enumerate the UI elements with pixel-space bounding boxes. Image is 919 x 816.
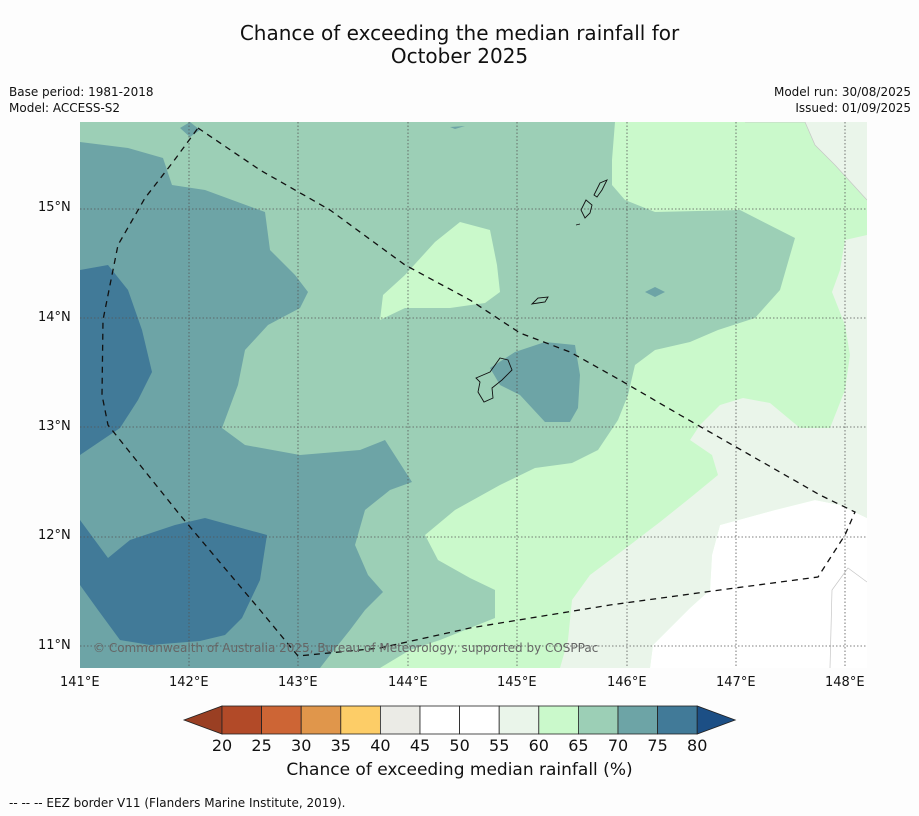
colorbar-tick-label: 80 xyxy=(687,736,708,755)
lat-tick: 11°N xyxy=(38,638,71,653)
map-title: Chance of exceeding the median rainfall … xyxy=(0,22,919,68)
title-line-2: October 2025 xyxy=(390,44,529,68)
colorbar xyxy=(182,705,737,735)
colorbar-swatch xyxy=(221,705,262,735)
lon-tick: 146°E xyxy=(607,675,647,690)
region-60-65-north xyxy=(380,222,500,320)
lat-tick: 15°N xyxy=(38,200,71,215)
colorbar-swatch xyxy=(379,705,421,735)
region-75-80-southwest xyxy=(80,518,267,645)
colorbar-tick-label: 50 xyxy=(449,736,470,755)
colorbar-swatch xyxy=(340,705,381,735)
region-70-75-guam xyxy=(490,342,580,422)
region-75-80-west xyxy=(80,265,152,455)
title-line-1: Chance of exceeding the median rainfall … xyxy=(239,21,680,45)
island-outlines xyxy=(475,179,608,403)
lon-tick: 148°E xyxy=(825,675,865,690)
colorbar-tick-label: 35 xyxy=(330,736,351,755)
colorbar-under-arrow xyxy=(182,705,223,735)
lon-tick: 141°E xyxy=(60,675,100,690)
colorbar-tick-label: 30 xyxy=(291,736,312,755)
lat-tick: 13°N xyxy=(38,419,71,434)
base-period: Base period: 1981-2018 xyxy=(9,85,154,99)
colorbar-swatch xyxy=(498,705,540,735)
run-info: Model run: 30/08/2025 Issued: 01/09/2025 xyxy=(774,84,911,116)
colorbar-over-arrow xyxy=(696,705,737,735)
lon-tick: 143°E xyxy=(278,675,318,690)
region-70-75-top xyxy=(180,122,200,137)
lon-tick: 144°E xyxy=(388,675,428,690)
colorbar-swatch xyxy=(261,705,302,735)
eez-footnote: -- -- -- EEZ border V11 (Flanders Marine… xyxy=(9,796,346,810)
lon-tick: 142°E xyxy=(169,675,209,690)
colorbar-swatch xyxy=(538,705,579,735)
lon-tick: 147°E xyxy=(716,675,756,690)
lat-tick: 12°N xyxy=(38,528,71,543)
colorbar-swatch xyxy=(300,705,342,735)
colorbar-tick-label: 40 xyxy=(370,736,391,755)
region-55-60 xyxy=(560,122,867,668)
model-name: Model: ACCESS-S2 xyxy=(9,101,121,115)
issued-date: Issued: 01/09/2025 xyxy=(795,101,911,115)
region-70-75-small xyxy=(450,126,465,129)
colorbar-title: Chance of exceeding median rainfall (%) xyxy=(286,760,633,780)
colorbar-swatch xyxy=(657,705,698,735)
lon-tick: 145°E xyxy=(497,675,537,690)
lat-tick: 14°N xyxy=(38,310,71,325)
colorbar-tick-label: 45 xyxy=(409,736,431,755)
eez-border xyxy=(101,127,856,657)
region-50-55 xyxy=(650,500,867,668)
model-info: Base period: 1981-2018 Model: ACCESS-S2 xyxy=(9,84,154,116)
colorbar-tick-label: 65 xyxy=(568,736,589,755)
model-run-date: Model run: 30/08/2025 xyxy=(773,85,911,99)
gridlines xyxy=(80,122,867,668)
colorbar-tick-label: 55 xyxy=(489,736,510,755)
colorbar-tick-label: 60 xyxy=(528,736,549,755)
colorbar-tick-label: 25 xyxy=(251,736,272,755)
colorbar-swatch xyxy=(459,705,500,735)
colorbar-swatch xyxy=(578,705,619,735)
region-70-75-spot xyxy=(645,287,665,297)
colorbar-swatch xyxy=(617,705,658,735)
colorbar-tick-label: 75 xyxy=(647,736,668,755)
copyright-notice: © Commonwealth of Australia 2025, Bureau… xyxy=(93,641,599,655)
colorbar-swatch xyxy=(419,705,460,735)
colorbar-tick-label: 70 xyxy=(607,736,629,755)
colorbar-tick-label: 20 xyxy=(211,736,233,755)
